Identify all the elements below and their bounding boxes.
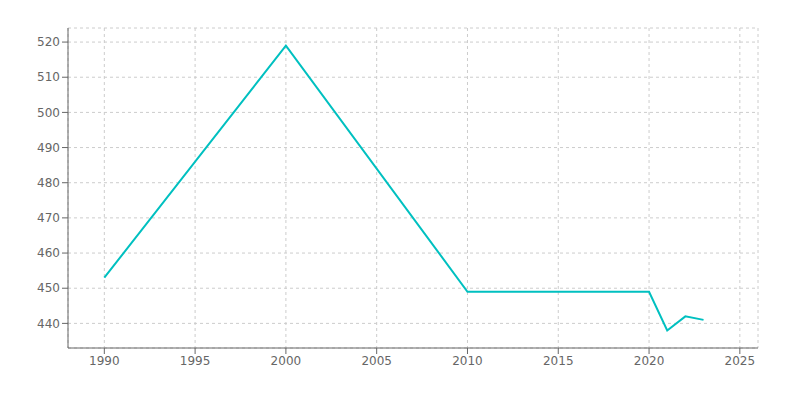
svg-text:510: 510 — [37, 70, 60, 84]
svg-text:480: 480 — [37, 176, 60, 190]
svg-text:1995: 1995 — [180, 354, 211, 368]
svg-text:2025: 2025 — [725, 354, 756, 368]
svg-text:470: 470 — [37, 211, 60, 225]
svg-text:460: 460 — [37, 246, 60, 260]
svg-text:2000: 2000 — [271, 354, 302, 368]
svg-text:450: 450 — [37, 281, 60, 295]
svg-text:2005: 2005 — [361, 354, 392, 368]
svg-text:440: 440 — [37, 317, 60, 331]
svg-text:520: 520 — [37, 35, 60, 49]
svg-text:1990: 1990 — [89, 354, 120, 368]
svg-text:2010: 2010 — [452, 354, 483, 368]
svg-text:500: 500 — [37, 106, 60, 120]
svg-text:490: 490 — [37, 141, 60, 155]
svg-text:2020: 2020 — [634, 354, 665, 368]
svg-text:2015: 2015 — [543, 354, 574, 368]
